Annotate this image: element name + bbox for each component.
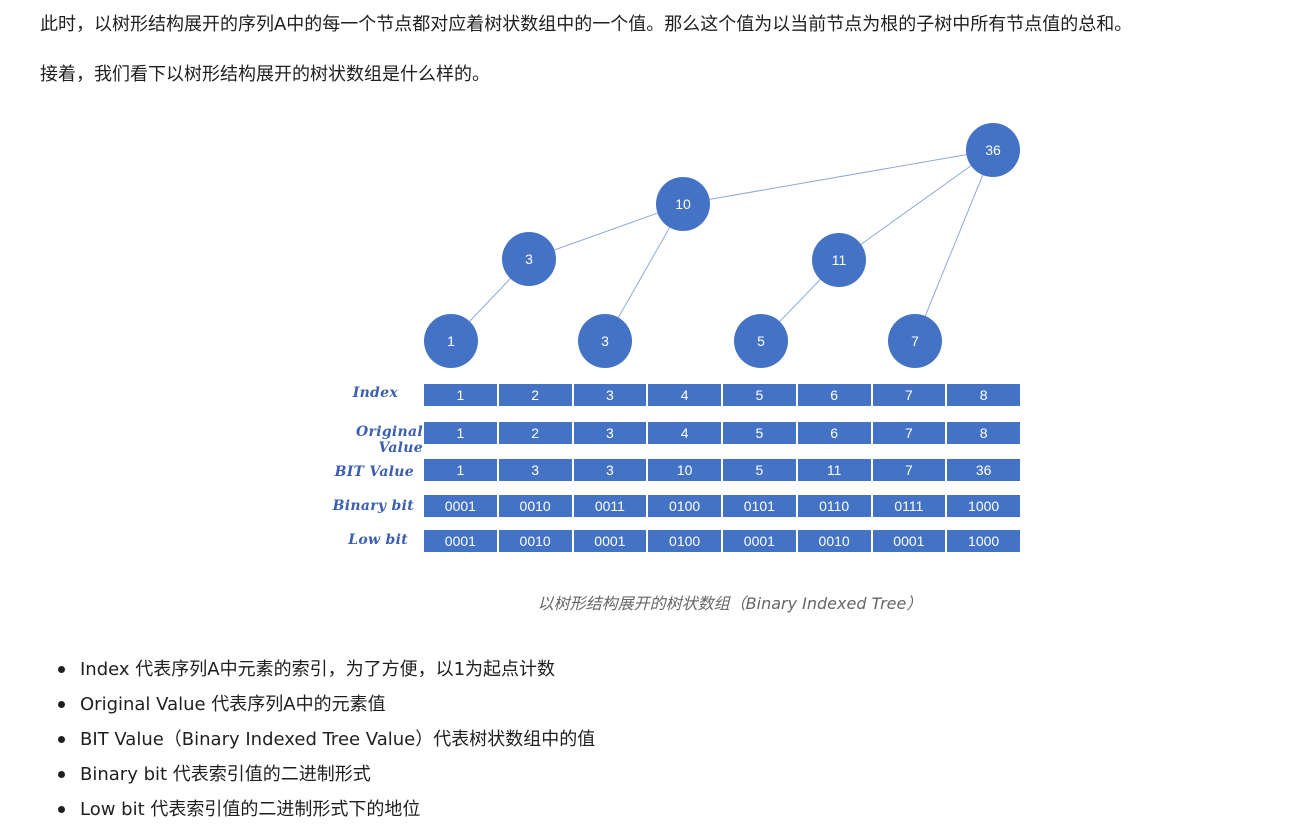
table-cell: 0001 [872, 530, 948, 552]
table-cell: 2 [498, 422, 574, 444]
table-cell: 6 [797, 422, 873, 444]
table-cell: 5 [723, 459, 798, 481]
table-cell: 0101 [723, 495, 798, 517]
list-item: Binary bit 代表索引值的二进制形式 [58, 757, 595, 792]
table-cell: 0111 [872, 495, 948, 517]
tree-node-3-upper: 3 [502, 232, 556, 286]
row-label-binary-bit: Binary bit [332, 498, 414, 514]
node-value: 5 [757, 333, 765, 349]
list-item: Index 代表序列A中元素的索引，为了方便，以1为起点计数 [58, 652, 595, 687]
node-value: 11 [832, 252, 847, 268]
row-label-original-value: Original Value [356, 424, 423, 456]
table-cell: 5 [723, 384, 798, 406]
lead-paragraph: 接着，我们看下以树形结构展开的树状数组是什么样的。 [40, 64, 490, 85]
table-cell: 1000 [947, 495, 1020, 517]
tree-node-3-lower: 3 [578, 314, 632, 368]
table-cell: 0001 [573, 530, 649, 552]
node-value: 10 [675, 196, 691, 212]
row-binary-bit: 0001 0010 0011 0100 0101 0110 0111 1000 [424, 495, 1020, 517]
row-original-value: 1 2 3 4 5 6 7 8 [424, 422, 1020, 444]
row-label-low-bit: Low bit [348, 532, 408, 548]
table-cell: 0001 [424, 495, 499, 517]
table-cell: 3 [498, 459, 574, 481]
tree-node-1: 1 [424, 314, 478, 368]
table-cell: 0001 [424, 530, 499, 552]
tree-node-10: 10 [656, 177, 710, 231]
row-index: 1 2 3 4 5 6 7 8 [424, 384, 1020, 406]
table-cell: 5 [723, 422, 798, 444]
edge-10-3 [528, 203, 684, 260]
table-cell: 7 [872, 422, 948, 444]
table-cell: 8 [947, 422, 1020, 444]
table-cell: 7 [872, 384, 948, 406]
edge-36-11 [838, 149, 994, 261]
table-cell: 0011 [573, 495, 649, 517]
row-bit-value: 1 3 3 10 5 11 7 36 [424, 459, 1020, 481]
edge-36-10 [682, 149, 994, 205]
tree-node-5: 5 [734, 314, 788, 368]
table-cell: 1 [424, 384, 499, 406]
node-value: 1 [447, 333, 455, 349]
table-cell: 0010 [498, 530, 574, 552]
row-low-bit: 0001 0010 0001 0100 0001 0010 0001 1000 [424, 530, 1020, 552]
tree-node-36: 36 [966, 123, 1020, 177]
table-cell: 10 [648, 459, 723, 481]
node-value: 3 [525, 251, 533, 267]
tree-node-11: 11 [812, 233, 866, 287]
row-label-index: Index [352, 385, 398, 401]
figure-caption: 以树形结构展开的树状数组（Binary Indexed Tree） [537, 594, 923, 613]
table-cell: 8 [947, 384, 1020, 406]
list-item: Low bit 代表索引值的二进制形式下的地位 [58, 792, 595, 827]
table-cell: 1 [424, 422, 499, 444]
table-cell: 3 [573, 459, 649, 481]
table-cell: 11 [797, 459, 873, 481]
table-cell: 6 [797, 384, 873, 406]
table-cell: 4 [648, 384, 723, 406]
table-cell: 0001 [723, 530, 798, 552]
table-cell: 36 [947, 459, 1020, 481]
edge-36-7 [914, 149, 994, 342]
table-cell: 1000 [947, 530, 1020, 552]
list-item: Original Value 代表序列A中的元素值 [58, 687, 595, 722]
definition-list: Index 代表序列A中元素的索引，为了方便，以1为起点计数 Original … [58, 652, 595, 827]
table-cell: 3 [573, 422, 649, 444]
node-value: 3 [601, 333, 609, 349]
table-cell: 3 [573, 384, 649, 406]
table-cell: 0010 [498, 495, 574, 517]
node-value: 36 [985, 142, 1001, 158]
table-cell: 2 [498, 384, 574, 406]
intro-paragraph: 此时，以树形结构展开的序列A中的每一个节点都对应着树状数组中的一个值。那么这个值… [40, 14, 1133, 35]
node-value: 7 [911, 333, 919, 349]
table-cell: 0110 [797, 495, 873, 517]
row-label-bit-value: BIT Value [334, 464, 414, 480]
table-cell: 0010 [797, 530, 873, 552]
table-cell: 0100 [648, 530, 723, 552]
table-cell: 7 [872, 459, 948, 481]
table-cell: 4 [648, 422, 723, 444]
table-cell: 1 [424, 459, 499, 481]
table-cell: 0100 [648, 495, 723, 517]
tree-node-7: 7 [888, 314, 942, 368]
list-item: BIT Value（Binary Indexed Tree Value）代表树状… [58, 722, 595, 757]
